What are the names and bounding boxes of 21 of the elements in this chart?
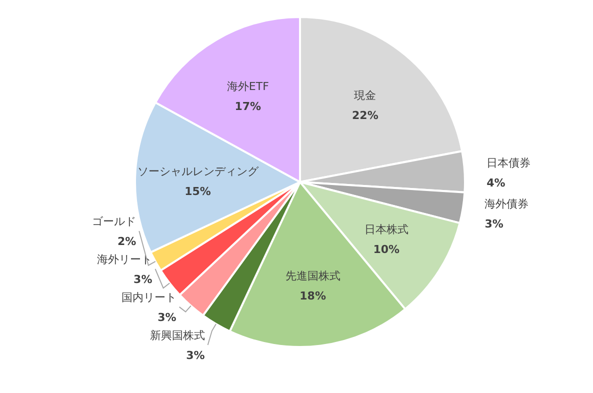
- data-label: 3%: [186, 348, 205, 362]
- slice-label: 海外債券: [484, 197, 529, 210]
- slice-label: 日本債券: [486, 156, 531, 170]
- slice-label: ゴールド: [92, 214, 136, 228]
- data-label: 10%: [373, 242, 400, 256]
- data-label: 3%: [134, 272, 152, 286]
- slice-label: 現金: [354, 89, 376, 102]
- data-label: 4%: [486, 176, 506, 190]
- data-label: 3%: [158, 310, 176, 324]
- slice-label: ソーシャルレンディング: [137, 164, 260, 178]
- data-label: 3%: [484, 217, 504, 230]
- slice-label: 海外ETF: [226, 80, 269, 93]
- slice-label: 国内リート: [121, 290, 176, 304]
- slice-label: 先進国株式: [285, 269, 340, 282]
- data-label: 17%: [234, 100, 262, 113]
- data-label: 22%: [352, 109, 378, 122]
- data-label: 18%: [300, 289, 326, 302]
- slice-label: 新興国株式: [150, 328, 205, 342]
- data-label: 15%: [184, 184, 211, 198]
- data-label: 2%: [117, 234, 136, 248]
- slice-label: 日本株式: [364, 222, 408, 236]
